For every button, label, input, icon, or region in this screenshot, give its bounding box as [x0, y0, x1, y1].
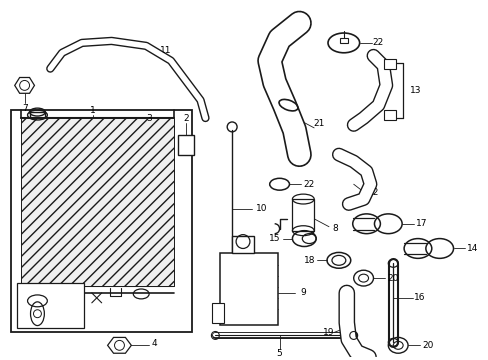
Text: 22: 22: [372, 39, 383, 48]
Text: 2: 2: [183, 113, 188, 122]
Text: 20: 20: [421, 341, 433, 350]
Bar: [339, 38, 347, 43]
Bar: [292, 199, 313, 231]
Bar: [17, 283, 84, 328]
Bar: [232, 236, 253, 253]
Bar: [384, 110, 395, 120]
Text: 14: 14: [466, 244, 477, 253]
Text: 8: 8: [331, 224, 337, 233]
Bar: [212, 303, 224, 323]
Bar: [20, 118, 173, 286]
Text: 4: 4: [151, 339, 157, 348]
Text: 7: 7: [21, 104, 27, 113]
Bar: [220, 253, 277, 325]
Text: 16: 16: [413, 293, 425, 302]
Text: 9: 9: [300, 288, 305, 297]
Text: 17: 17: [415, 219, 427, 228]
Bar: [11, 110, 191, 333]
Bar: [384, 59, 395, 69]
Text: 5: 5: [276, 349, 282, 358]
Text: 22: 22: [303, 180, 314, 189]
Text: 1: 1: [90, 105, 96, 114]
Text: 12: 12: [367, 188, 378, 197]
Text: 21: 21: [313, 120, 324, 129]
Text: 15: 15: [268, 234, 280, 243]
Text: 18: 18: [303, 256, 314, 265]
Bar: [178, 135, 193, 154]
Text: 13: 13: [409, 86, 421, 95]
Text: 3: 3: [146, 113, 152, 122]
Text: 10: 10: [256, 204, 267, 213]
Text: 20: 20: [387, 274, 398, 283]
Text: 11: 11: [160, 46, 171, 55]
Text: 19: 19: [323, 328, 334, 337]
